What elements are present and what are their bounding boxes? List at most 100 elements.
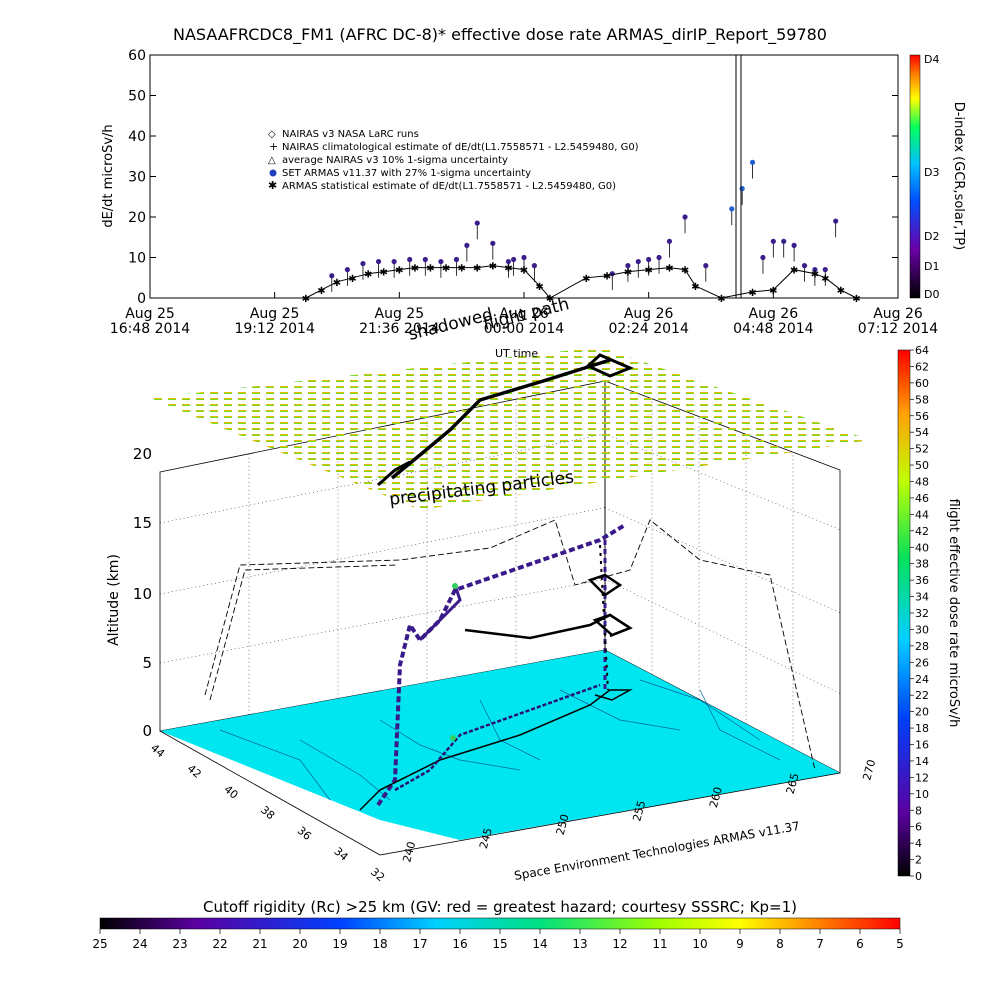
- statistical-estimate-point: ✱: [811, 270, 819, 281]
- armas-point: [375, 258, 382, 265]
- statistical-estimate-point: ✱: [790, 266, 798, 277]
- rc-tick-label: 5: [896, 937, 904, 951]
- armas-point: [666, 238, 673, 244]
- dose-tick-label: 46: [915, 492, 929, 505]
- armas-point: [812, 267, 818, 273]
- armas-point: [801, 263, 808, 269]
- rc-tick-label: 21: [252, 937, 267, 951]
- dose-tick-label: 62: [915, 360, 929, 373]
- armas-point: [391, 258, 397, 265]
- z-ticks: 0 5 10 15 20: [133, 445, 152, 740]
- rc-tick-label: 18: [372, 937, 387, 951]
- grid-line: [604, 507, 841, 613]
- statistical-estimate-point: ✱: [333, 278, 341, 289]
- armas-point: [474, 220, 480, 226]
- latitude-tick-label: 40: [221, 783, 240, 802]
- longitude-tick-label: 250: [554, 813, 572, 837]
- rc-tick-label: 20: [292, 937, 307, 951]
- ground-borders: [219, 679, 781, 801]
- armas-point: [531, 263, 537, 269]
- dose-tick-label: 8: [915, 804, 922, 817]
- armas-point: [344, 267, 350, 273]
- dose-tick-label: 36: [915, 574, 929, 587]
- rc-colorbar: [99, 917, 901, 930]
- chart-title: NASAAFRCDC8_FM1 (AFRC DC-8)* effective d…: [173, 25, 827, 45]
- dindex-label: D-index (GCR,solar,TP): [951, 102, 966, 250]
- dindex-tick-label: D1: [924, 260, 939, 273]
- armas-point: [703, 263, 709, 269]
- y-tick-label: 10: [128, 251, 146, 267]
- armas-point: [739, 186, 745, 192]
- armas-point: [770, 238, 776, 244]
- statistical-estimate-point: ✱: [504, 264, 512, 275]
- statistical-estimate-point: ✱: [442, 264, 450, 275]
- dose-tick-label: 38: [915, 558, 929, 571]
- x-tick-label: Aug 25: [375, 306, 425, 322]
- dose-tick-label: 0: [915, 870, 922, 883]
- statistical-estimate-point: ✱: [302, 294, 310, 305]
- x-tick-label: Aug 26: [499, 306, 549, 322]
- legend-entry: SET ARMAS v11.37 with 27% 1-sigma uncert…: [282, 168, 531, 179]
- longitude-ticks: 240 245 250 255 260 265 270: [400, 758, 878, 864]
- dose-spike-line: [735, 55, 742, 298]
- statistical-estimate-point: ✱: [457, 264, 465, 275]
- dose-tick-label: 56: [915, 410, 929, 423]
- y-tick-label: 0: [137, 291, 146, 307]
- y-tick-label: 30: [128, 170, 146, 186]
- armas-point: [453, 256, 460, 263]
- longitude-tick-label: 255: [630, 799, 648, 823]
- dose-tick-label: 2: [915, 854, 922, 867]
- rc-tick-label: 13: [572, 937, 587, 951]
- y-tick-label: 20: [128, 210, 146, 226]
- rc-tick-label: 22: [212, 937, 227, 951]
- armas-point: [407, 256, 413, 263]
- top-y-ticks: 0 10 20 30 40 50 60: [128, 48, 898, 307]
- dose-tick-label: 26: [915, 656, 929, 669]
- armas-point: [791, 242, 797, 248]
- dose-tick-label: 14: [915, 755, 929, 768]
- dose-tick-label: 4: [915, 837, 922, 850]
- y-tick-label: 50: [128, 89, 146, 105]
- rc-tick-label: 11: [652, 937, 667, 951]
- longitude-tick-label: 245: [477, 826, 495, 850]
- statistical-estimate-point: ✱: [748, 288, 756, 299]
- armas-point: [822, 267, 828, 273]
- rc-tick-label: 24: [132, 937, 147, 951]
- armas-point: [505, 258, 512, 265]
- armas-point: [833, 218, 839, 224]
- armas-point: [329, 273, 335, 279]
- armas-point: [656, 254, 662, 261]
- longitude-tick-label: 260: [707, 785, 725, 809]
- precipitating-particle-layer: [150, 347, 870, 510]
- armas-point: [635, 258, 641, 265]
- rc-tick-label: 25: [92, 937, 107, 951]
- x-tick-label: 07:12 2014: [858, 321, 939, 337]
- grid-line: [159, 579, 606, 664]
- dose-tick-label: 44: [915, 508, 929, 521]
- dose-tick-label: 16: [915, 739, 929, 752]
- x-tick-label: 04:48 2014: [733, 321, 814, 337]
- armas-point: [422, 256, 428, 263]
- x-tick-label: 00:00 2014: [484, 321, 565, 337]
- top-series-layer: ✱✱✱ ✱ ✱ ✱ ✱ ✱ ✱ ✱ ✱ ✱ ✱ ✱ ✱✱✱✱ ✱ ✱ ✱ ✱ ✱✱✱✱ ✱✱ ✱ ✱✱✱: [302, 159, 861, 305]
- statistical-estimate-point: ✱: [665, 264, 673, 275]
- latitude-tick-label: 34: [331, 845, 350, 864]
- dose-tick-label: 42: [915, 525, 929, 538]
- statistical-estimate-point: ✱: [624, 268, 632, 279]
- dose-tick-label: 48: [915, 476, 929, 489]
- statistical-estimate-point: ✱: [546, 294, 554, 305]
- x-tick-label: 21:36 2014: [359, 321, 440, 337]
- dindex-ticks: D0 D1 D2 D3 D4: [924, 53, 939, 301]
- annotation-ut-time: UT time: [495, 347, 538, 360]
- statistical-estimate-point: ✱: [395, 266, 403, 277]
- x-tick-label: Aug 26: [624, 306, 674, 322]
- dose-tick-label: 22: [915, 689, 929, 702]
- dindex-tick-label: D0: [924, 288, 939, 301]
- dindex-tick-label: D2: [924, 230, 939, 243]
- dose-tick-label: 54: [915, 426, 929, 439]
- z-tick-label: 0: [142, 722, 152, 740]
- legend-marker-asterisk: ✱: [268, 179, 277, 192]
- armas-point: [438, 258, 444, 265]
- armas-point: [760, 254, 766, 261]
